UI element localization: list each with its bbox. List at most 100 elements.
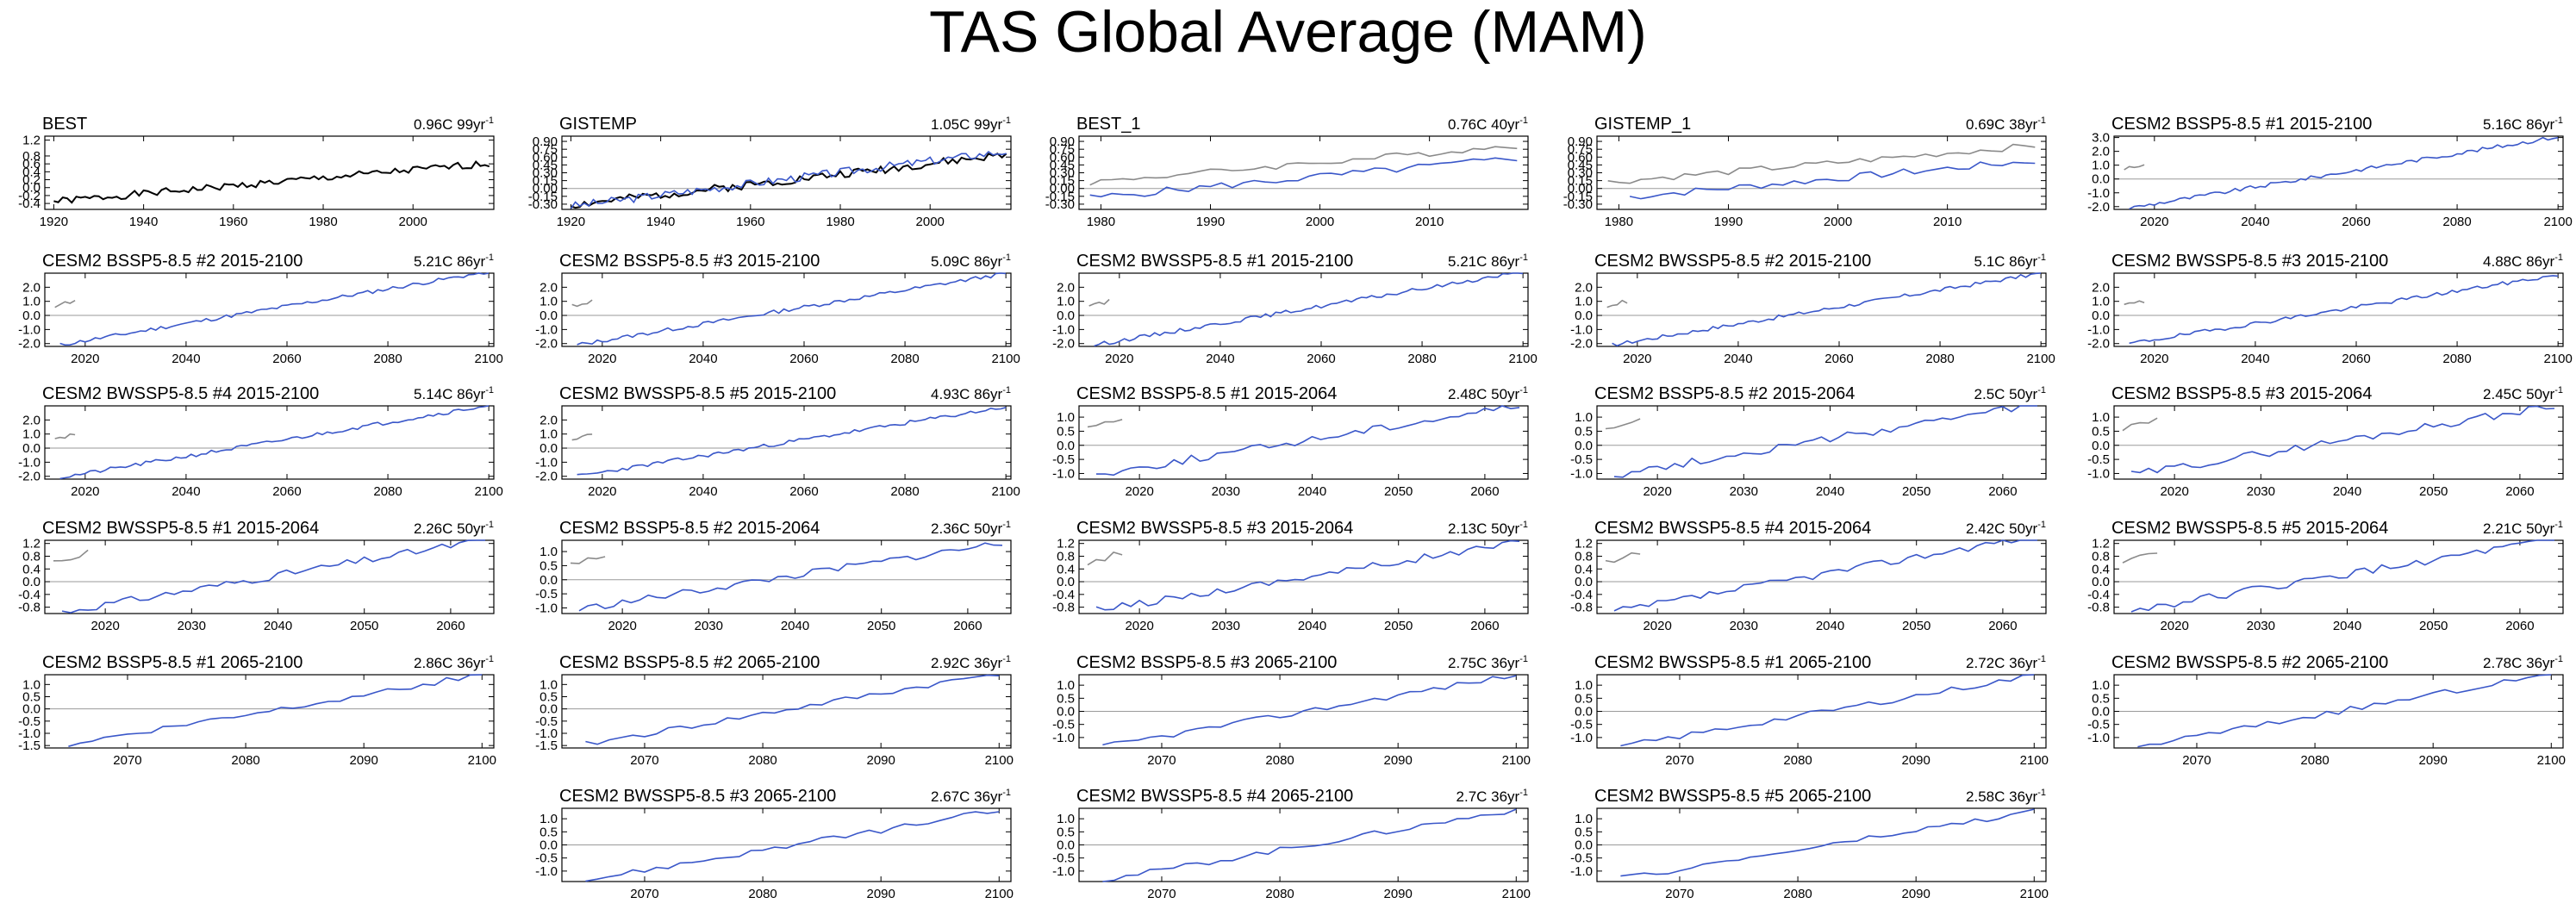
series-line-comparison — [570, 556, 606, 564]
x-tick-label: 2060 — [2342, 215, 2370, 229]
x-tick-label: 2080 — [373, 484, 402, 499]
trend-exponent: -1 — [1002, 788, 1011, 798]
y-tick-label: 0.60 — [533, 150, 558, 165]
series-line-comparison — [53, 549, 89, 562]
x-tick-label: 2080 — [748, 887, 777, 901]
x-tick-label: 2060 — [953, 619, 982, 633]
x-tick-label: 2060 — [1988, 619, 2017, 633]
trend-exponent: -1 — [1002, 252, 1011, 263]
y-tick-label: -1.0 — [535, 726, 558, 741]
y-tick-label: 1.0 — [1575, 410, 1593, 425]
panel-title: CESM2 BSSP5-8.5 #1 2065-2100 — [42, 653, 303, 672]
y-tick-label: -0.15 — [1563, 190, 1593, 204]
x-tick-label: 2020 — [1125, 484, 1153, 499]
series-line-comparison — [2122, 417, 2158, 432]
y-tick-label: -1.0 — [1570, 322, 1593, 337]
x-tick-label: 2000 — [399, 215, 427, 229]
x-tick-label: 2020 — [90, 619, 119, 633]
x-tick-label: 2070 — [1147, 887, 1176, 901]
x-tick-label: 2050 — [867, 619, 895, 633]
y-tick-label: -0.5 — [535, 587, 558, 601]
x-tick-label: 2020 — [71, 352, 99, 366]
panel-title: GISTEMP_1 — [1594, 115, 1691, 134]
x-tick-label: 2090 — [2418, 753, 2447, 768]
y-tick-label: 0.8 — [1575, 549, 1593, 564]
y-tick-label: 0.60 — [1568, 150, 1593, 165]
y-tick-label: 1.2 — [22, 134, 41, 148]
y-tick-label: 0.5 — [540, 558, 558, 573]
plot-frame — [1078, 539, 1529, 614]
y-tick-label: 2.0 — [1575, 280, 1593, 295]
trend-label: 5.21C 86yr-1 — [1448, 252, 1528, 270]
y-tick-label: -2.0 — [535, 470, 558, 484]
y-tick-label: 0.0 — [540, 838, 558, 853]
y-tick-label: 1.0 — [1057, 410, 1075, 425]
y-tick-label: 1.0 — [1057, 678, 1075, 693]
panel-title: BEST — [42, 115, 87, 134]
x-tick-label: 2020 — [608, 619, 636, 633]
y-tick-label: -1.5 — [535, 738, 558, 753]
y-tick-label: 1.0 — [1057, 812, 1075, 826]
y-tick-label: 0.5 — [1575, 691, 1593, 706]
series-line-model — [1095, 405, 1520, 477]
y-tick-label: -0.5 — [535, 851, 558, 866]
y-tick-label: -0.30 — [1045, 197, 1075, 212]
x-tick-label: 2060 — [272, 352, 301, 366]
panel-21: CESM2 BSSP5-8.5 #1 2065-2100 2.86C 36yr-1… — [18, 653, 496, 768]
x-tick-label: 2050 — [350, 619, 378, 633]
x-tick-label: 2030 — [1730, 619, 1758, 633]
panel-1: BEST 0.96C 99yr-1 1920 1940 1960 1980 2000 -0.4… — [18, 115, 495, 229]
series-line-model — [68, 674, 483, 747]
trend-label: 5.1C 86yr-1 — [1974, 252, 2046, 270]
x-tick-label: 2030 — [1212, 484, 1240, 499]
y-tick-label: 0.00 — [1568, 182, 1593, 196]
y-tick-label: 1.0 — [22, 677, 41, 692]
panel-title: CESM2 BWSSP5-8.5 #3 2015-2064 — [1076, 519, 1353, 538]
trend-label: 2.75C 36yr-1 — [1448, 654, 1528, 671]
y-tick-label: 0.90 — [1050, 134, 1075, 149]
x-tick-label: 1940 — [646, 215, 675, 229]
panel-10: CESM2 BWSSP5-8.5 #3 2015-2100 4.88C 86yr-… — [2087, 252, 2573, 366]
y-tick-label: 3.0 — [2092, 131, 2110, 146]
x-tick-label: 2040 — [1206, 352, 1234, 366]
x-tick-label: 2040 — [2333, 619, 2361, 633]
y-tick-label: -0.5 — [2087, 452, 2110, 467]
x-tick-label: 2100 — [474, 352, 502, 366]
plot-frame — [2113, 539, 2564, 614]
series-line-model — [570, 150, 1007, 209]
x-tick-label: 2060 — [789, 352, 818, 366]
x-tick-label: 2100 — [985, 753, 1014, 768]
x-tick-label: 2080 — [231, 753, 259, 768]
y-tick-label: 2.0 — [22, 413, 41, 427]
y-tick-label: 0.30 — [533, 166, 558, 181]
plot-frame — [1596, 539, 2047, 614]
x-tick-label: 2000 — [1306, 215, 1334, 229]
series-line-comparison — [2124, 164, 2145, 171]
x-tick-label: 2020 — [588, 484, 616, 499]
x-tick-label: 2100 — [2026, 352, 2055, 366]
y-tick-label: -0.5 — [1570, 718, 1593, 732]
trend-exponent: -1 — [485, 520, 494, 530]
x-tick-label: 2000 — [916, 215, 945, 229]
y-tick-label: 0.0 — [1057, 308, 1075, 323]
y-tick-label: 0.5 — [1575, 424, 1593, 439]
trend-exponent: -1 — [485, 385, 494, 396]
x-tick-label: 2100 — [474, 484, 502, 499]
y-tick-label: 1.0 — [2092, 159, 2110, 173]
y-tick-label: 0.5 — [1575, 825, 1593, 839]
y-tick-label: 0.00 — [1050, 182, 1075, 196]
y-tick-label: -0.5 — [1052, 851, 1075, 866]
trend-label: 5.09C 86yr-1 — [931, 252, 1011, 270]
x-tick-label: 2030 — [2247, 619, 2275, 633]
trend-exponent: -1 — [2037, 654, 2046, 664]
y-tick-label: 2.0 — [1057, 280, 1075, 295]
trend-exponent: -1 — [1519, 252, 1528, 263]
x-tick-label: 2070 — [630, 753, 658, 768]
trend-exponent: -1 — [2554, 520, 2563, 530]
x-tick-label: 2100 — [2020, 887, 2049, 901]
trend-label: 2.72C 36yr-1 — [1966, 654, 2046, 671]
y-tick-label: -0.8 — [1052, 601, 1075, 615]
series-line-model — [59, 405, 490, 480]
y-tick-label: -0.4 — [1052, 588, 1075, 602]
y-tick-label: -1.0 — [18, 726, 41, 741]
